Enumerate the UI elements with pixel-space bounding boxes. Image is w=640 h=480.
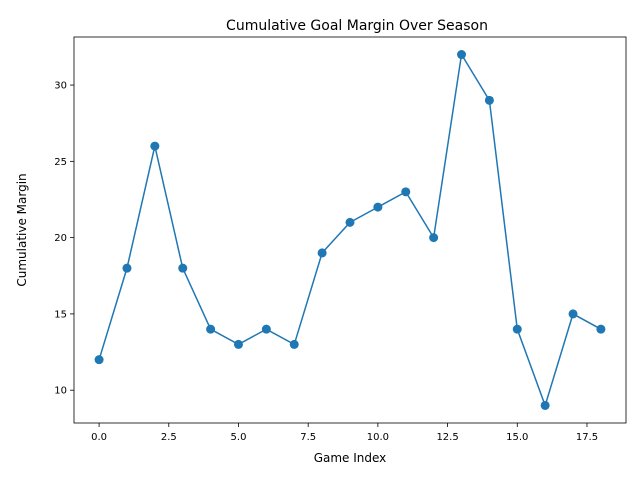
data-point	[122, 263, 132, 273]
plot-area: 0.0 2.5 5.0 7.5 10.0 12.5 15.0 17.5 10 15 20 25 30	[54, 36, 627, 443]
data-point	[568, 309, 578, 319]
data-point	[512, 324, 522, 334]
y-tick-label: 20	[54, 233, 67, 244]
chart-title: Cumulative Goal Margin Over Season	[226, 18, 488, 34]
y-axis-label: Cumulative Margin	[15, 173, 29, 286]
data-point	[317, 248, 327, 258]
data-point	[150, 141, 160, 151]
x-tick-label: 5.0	[231, 432, 247, 443]
data-point	[233, 339, 243, 349]
data-point	[484, 95, 494, 105]
x-tick-label: 17.5	[576, 432, 598, 443]
y-tick-label: 15	[54, 309, 67, 320]
x-axis-label: Game Index	[314, 451, 387, 465]
data-point	[289, 339, 299, 349]
y-tick-label: 25	[54, 157, 67, 168]
y-axis: 10 15 20 25 30	[54, 81, 74, 397]
x-tick-label: 7.5	[300, 432, 316, 443]
data-point	[429, 233, 439, 243]
data-point	[457, 50, 467, 60]
data-point	[345, 217, 355, 227]
data-point	[94, 355, 104, 365]
x-tick-label: 15.0	[506, 432, 528, 443]
series-line	[98, 52, 602, 408]
data-point	[401, 187, 411, 197]
data-point	[261, 324, 271, 334]
data-point	[206, 324, 216, 334]
series-layer	[94, 50, 606, 410]
x-tick-label: 12.5	[436, 432, 458, 443]
plot-frame	[73, 36, 627, 424]
y-tick-label: 30	[54, 81, 67, 92]
data-point	[373, 202, 383, 212]
x-tick-label: 0.0	[91, 432, 107, 443]
data-point	[540, 400, 550, 410]
x-tick-label: 2.5	[161, 432, 177, 443]
y-tick-label: 10	[54, 386, 67, 397]
x-axis: 0.0 2.5 5.0 7.5 10.0 12.5 15.0 17.5	[91, 423, 598, 443]
data-point	[596, 324, 606, 334]
data-point	[178, 263, 188, 273]
x-tick-label: 10.0	[367, 432, 389, 443]
